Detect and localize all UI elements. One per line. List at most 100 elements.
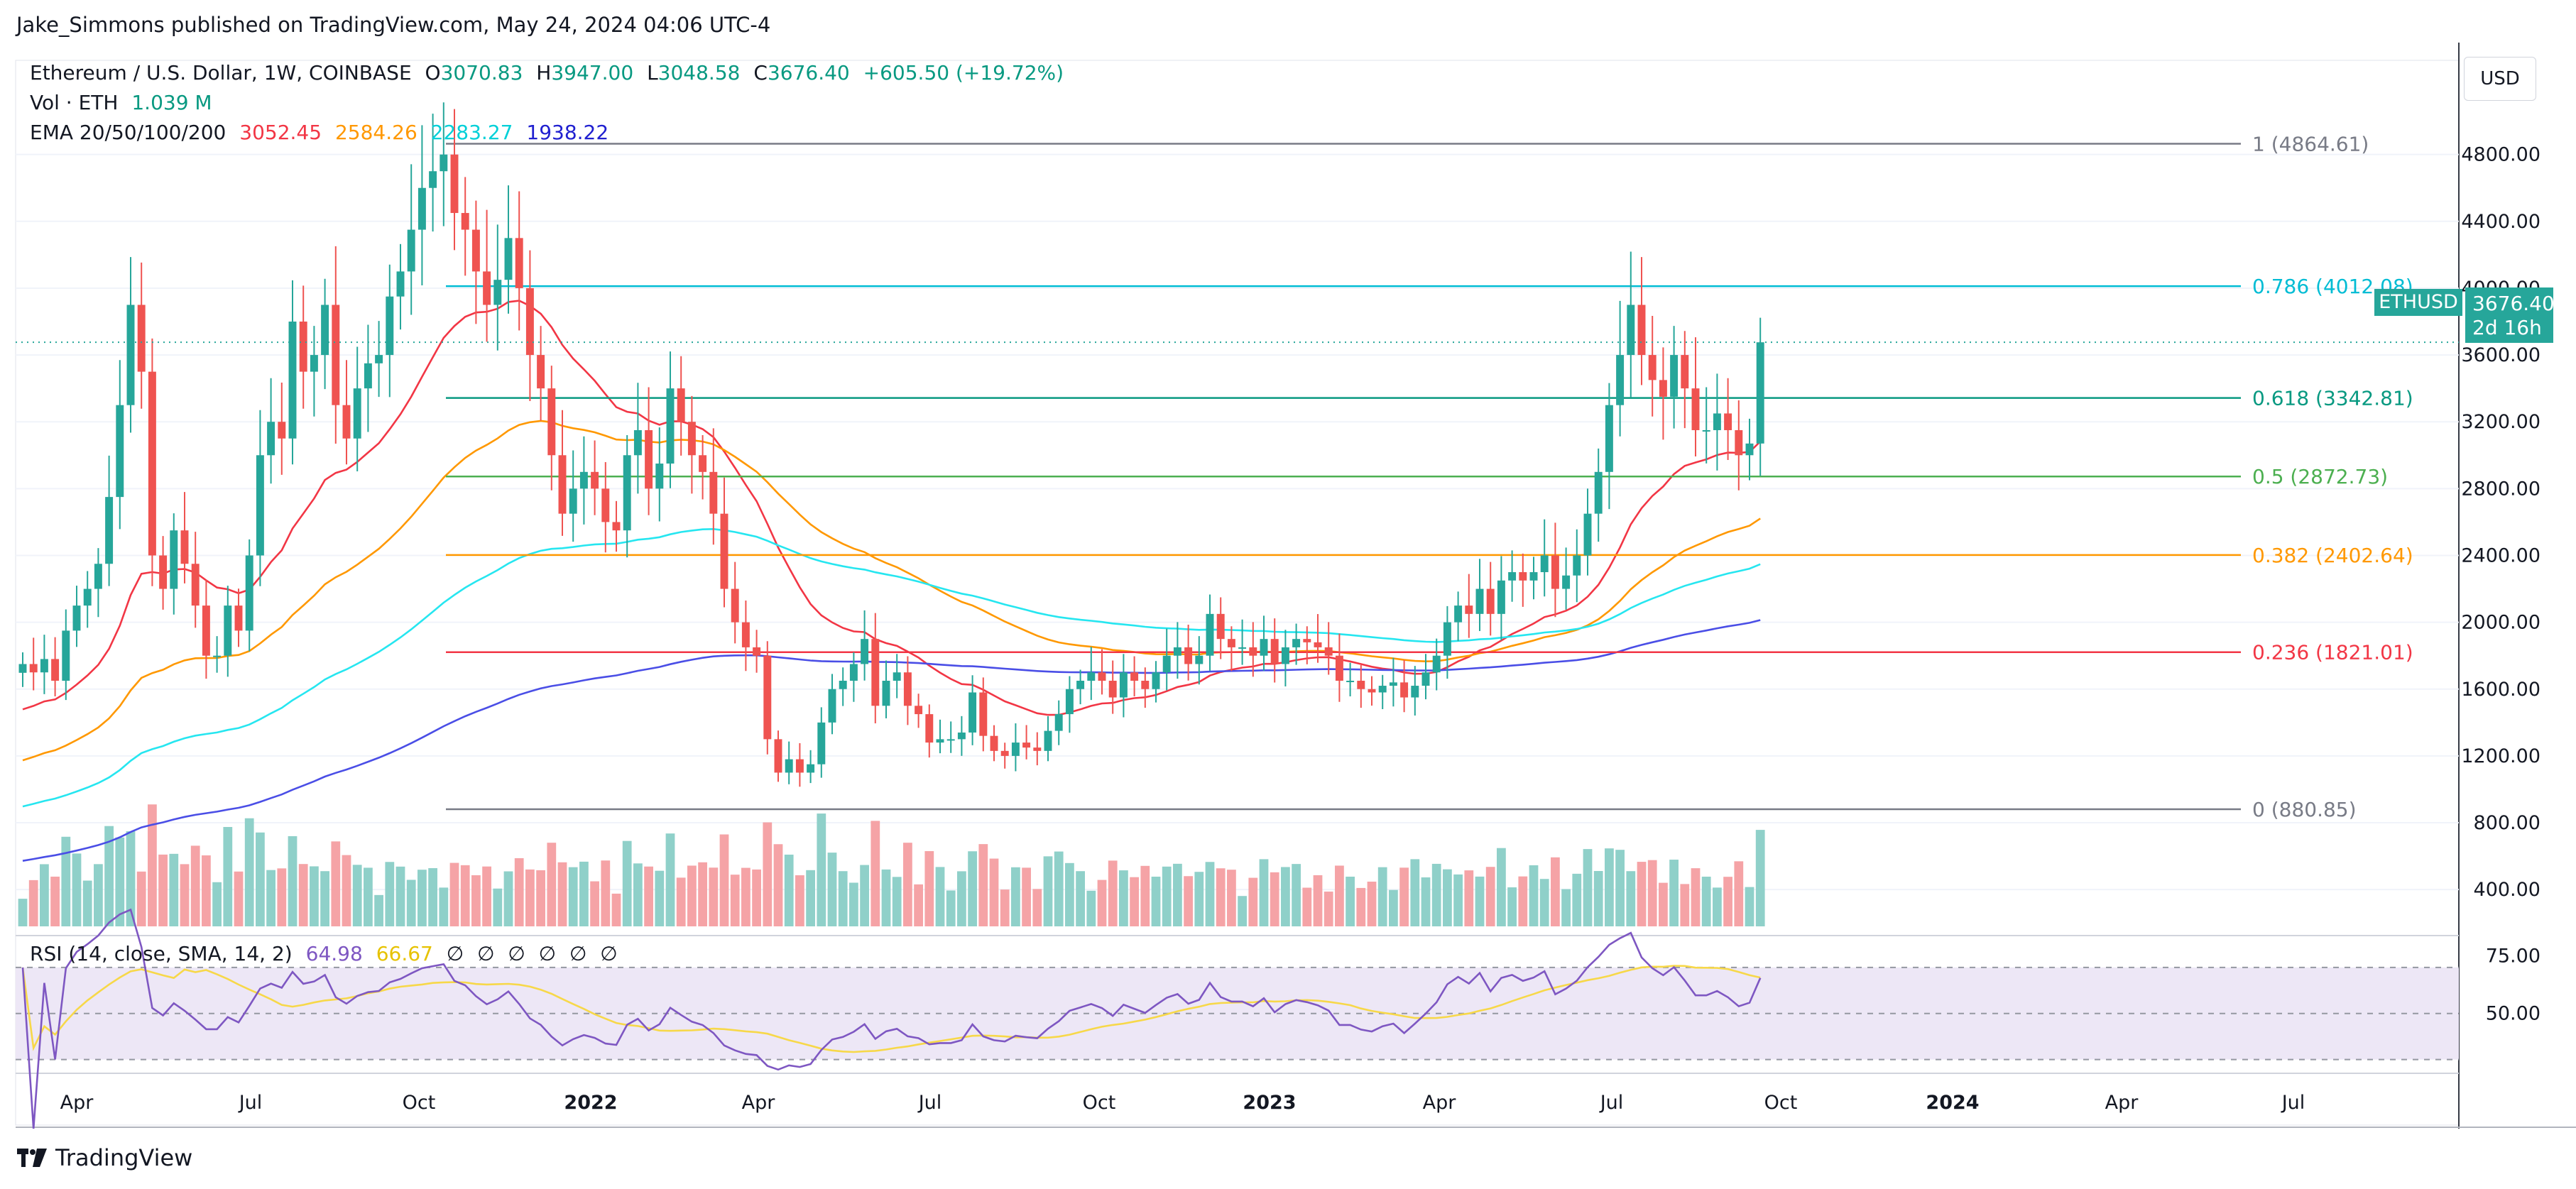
volume-label: Vol · ETH [30,91,119,114]
volume-bar [320,871,329,926]
time-tick-label: Jul [2281,1092,2305,1114]
volume-bar [1572,873,1582,926]
candle-body [1443,622,1451,656]
volume-bar [1367,882,1377,926]
brand-name: TradingView [55,1144,193,1171]
volume-bar [449,862,459,926]
price-tick-label: 4800.00 [2461,144,2540,166]
candle-body [483,271,491,305]
candle-body [1486,588,1495,614]
time-axis: Apr Jul Oct 2022 Apr Jul Oct 2023 Apr Jul Oct 2024 A… [60,1092,2305,1114]
volume-bar [169,853,179,926]
time-tick-label: 2023 [1243,1092,1296,1114]
candle-body [213,655,222,657]
volume-bar [364,867,373,926]
volume-bar [978,844,988,926]
fib-level-label: 1 (4864.61) [2252,132,2369,155]
volume-bar [547,843,557,926]
volume-bar [417,870,427,926]
volume-bar [687,865,697,926]
ema-lines [22,300,1762,862]
volume-bar [1637,862,1647,926]
fib-level-label: 0 (880.85) [2252,798,2357,821]
volume-bar [94,864,103,926]
volume-bar [773,844,783,926]
candle-body [1411,686,1419,698]
candle-body [1357,680,1365,689]
candle-body [72,606,81,631]
volume-bar [1151,877,1161,926]
volume-bar [1669,860,1679,926]
fib-level-label: 0.5 (2872.73) [2252,465,2388,488]
volume-bar [914,884,923,926]
candle-body [968,692,977,733]
candle-body [417,187,426,230]
volume-bar [190,845,200,926]
candle-body [849,664,858,681]
candle-body [1691,388,1700,430]
volume-value: 1.039 M [131,91,212,114]
candle-body [655,464,664,489]
candle-body [1681,355,1689,389]
candle-body [116,405,124,498]
volume-bar [903,843,912,926]
empty-slot-icon: ∅ [446,942,464,965]
volume-bar [557,862,567,926]
volume-bar [342,855,351,926]
candle-body [1724,413,1732,430]
volume-bar [1097,880,1107,926]
volume-bar [1281,867,1290,926]
volume-bar [82,880,92,926]
candle-body [29,664,38,673]
candle-body [40,659,48,673]
volume-bar [1551,857,1560,926]
ohlc-low: L3048.58 [647,61,741,84]
fibonacci-levels: 1 (4864.61)0.786 (4012.08)0.618 (3342.81… [446,132,2413,821]
volume-bar [1399,867,1409,926]
candle-body [817,722,826,765]
candle-body [558,455,567,514]
volume-bar [385,862,395,926]
volume-bar [202,855,211,926]
volume-bar [795,875,804,926]
time-tick-label: Jul [238,1092,263,1114]
volume-bar [212,882,222,926]
volume-bar [482,866,491,926]
volume-bar [374,894,383,926]
tradingview-brand[interactable]: TradingView [17,1144,192,1171]
volume-bar [536,870,545,926]
volume-bar [1076,871,1085,926]
volume-bar [1539,879,1549,926]
plot-frame [15,60,2460,1126]
currency-button[interactable]: USD [2464,57,2536,101]
candle-body [1421,672,1430,686]
volume-bar [957,871,966,926]
candle-body [709,471,718,514]
volume-bar [763,822,773,926]
volume-bar [1734,861,1744,926]
candle-body [1594,471,1603,514]
empty-slot-icon: ∅ [538,942,557,965]
time-tick-label: Oct [1083,1092,1116,1114]
candle-body [828,689,836,723]
volume-bar [817,813,826,926]
volume-bars [18,804,1765,926]
candle-body [94,564,102,589]
candle-body [1184,647,1193,664]
symbol-legend: Ethereum / U.S. Dollar, 1W, COINBASE O30… [30,61,1071,84]
price-tick-label: 2800.00 [2461,478,2540,500]
candle-body [396,271,405,297]
candle-body [202,606,210,656]
symbol-title[interactable]: Ethereum / U.S. Dollar, 1W, COINBASE [30,61,412,84]
candle-body [429,171,437,188]
volume-bar [1227,870,1236,926]
candle-body [1292,639,1301,647]
candle-body [1249,647,1257,656]
candle-body [1227,639,1235,647]
volume-bar [1248,877,1258,926]
candle-body [493,280,502,305]
candle-body [515,238,523,288]
price-tick-label: 4400.00 [2461,211,2540,233]
candle-body [1497,580,1505,614]
